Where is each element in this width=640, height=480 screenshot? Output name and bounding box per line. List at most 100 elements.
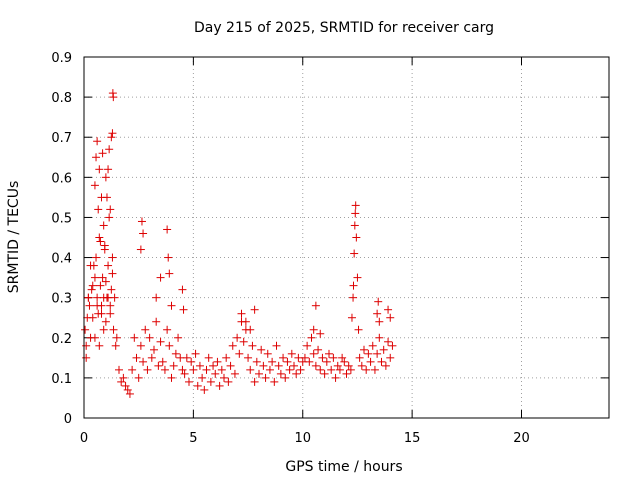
data-point — [213, 357, 222, 366]
data-point — [388, 341, 397, 350]
data-point — [329, 353, 338, 362]
data-point — [88, 313, 97, 322]
data-point — [145, 333, 154, 342]
data-point — [96, 281, 105, 290]
data-point — [350, 221, 359, 230]
data-point — [377, 357, 386, 366]
data-point — [98, 149, 107, 158]
data-point — [85, 301, 94, 310]
data-point — [220, 373, 228, 382]
data-point — [179, 305, 188, 314]
data-point — [119, 373, 128, 382]
data-point — [95, 341, 104, 350]
data-point — [364, 349, 373, 358]
data-point — [167, 373, 176, 382]
y-axis-title: SRMTID / TECUs — [6, 181, 22, 294]
data-point — [226, 361, 235, 370]
data-point — [373, 309, 382, 318]
data-point — [349, 293, 358, 302]
data-point — [136, 245, 145, 254]
x-tick-label: 20 — [513, 431, 530, 446]
data-point — [92, 253, 101, 262]
data-point — [237, 309, 246, 318]
data-point — [283, 357, 292, 366]
data-point — [344, 361, 353, 370]
data-point — [316, 365, 325, 374]
data-point — [198, 373, 207, 382]
data-point — [187, 357, 196, 366]
data-point — [333, 361, 342, 370]
data-point — [163, 325, 172, 334]
data-point — [108, 253, 117, 262]
data-point — [163, 225, 172, 234]
data-point — [82, 353, 91, 362]
data-point — [182, 353, 191, 362]
data-point — [322, 357, 331, 366]
data-point — [340, 357, 349, 366]
data-point — [279, 353, 288, 362]
y-tick-label: 0.1 — [51, 372, 72, 387]
data-point — [165, 269, 174, 278]
data-point — [268, 357, 277, 366]
data-point — [109, 325, 118, 334]
data-point — [228, 341, 237, 350]
data-point — [309, 349, 318, 358]
data-point — [233, 333, 242, 342]
data-point — [261, 373, 270, 382]
data-point — [270, 377, 279, 386]
data-point — [123, 385, 132, 394]
data-point — [370, 365, 379, 374]
data-point — [239, 337, 248, 346]
data-point — [195, 361, 204, 370]
data-point — [139, 229, 148, 238]
data-point — [287, 349, 296, 358]
data-point — [355, 353, 364, 362]
data-point — [350, 249, 359, 258]
y-tick-label: 0.5 — [51, 211, 72, 226]
data-point — [368, 341, 377, 350]
data-point — [92, 153, 101, 162]
data-point — [351, 201, 360, 210]
data-point — [86, 261, 95, 270]
plot-frame — [83, 56, 610, 419]
data-point — [375, 333, 384, 342]
data-point — [193, 381, 202, 390]
y-tick-label: 0.3 — [51, 292, 72, 307]
data-point — [143, 365, 152, 374]
data-point — [97, 309, 106, 318]
data-point — [98, 273, 107, 282]
data-point — [354, 325, 363, 334]
data-point — [180, 369, 189, 378]
data-point — [136, 341, 145, 350]
data-point — [200, 385, 209, 394]
data-point — [108, 269, 117, 278]
data-point — [104, 165, 113, 174]
data-point — [150, 345, 158, 354]
data-point — [139, 357, 148, 366]
data-point — [248, 341, 257, 350]
data-point — [178, 285, 187, 294]
data-point — [384, 305, 393, 314]
x-tick-label: 0 — [80, 431, 88, 446]
data-point — [224, 377, 233, 386]
data-point — [99, 221, 108, 230]
data-point — [351, 209, 360, 218]
data-point — [290, 361, 298, 370]
data-point — [185, 377, 193, 386]
data-point — [285, 365, 294, 374]
data-point — [101, 277, 110, 286]
data-point — [349, 281, 358, 290]
data-point — [381, 361, 390, 370]
y-tick-label: 0.2 — [51, 332, 72, 347]
data-point — [300, 353, 309, 362]
data-point — [88, 281, 97, 290]
data-point — [87, 285, 96, 294]
data-point — [169, 361, 178, 370]
data-point — [257, 345, 266, 354]
data-point — [95, 233, 104, 242]
x-tick-label: 5 — [189, 431, 197, 446]
data-point — [296, 365, 305, 374]
data-point — [209, 361, 218, 370]
data-point — [100, 241, 109, 250]
data-point — [115, 365, 123, 374]
